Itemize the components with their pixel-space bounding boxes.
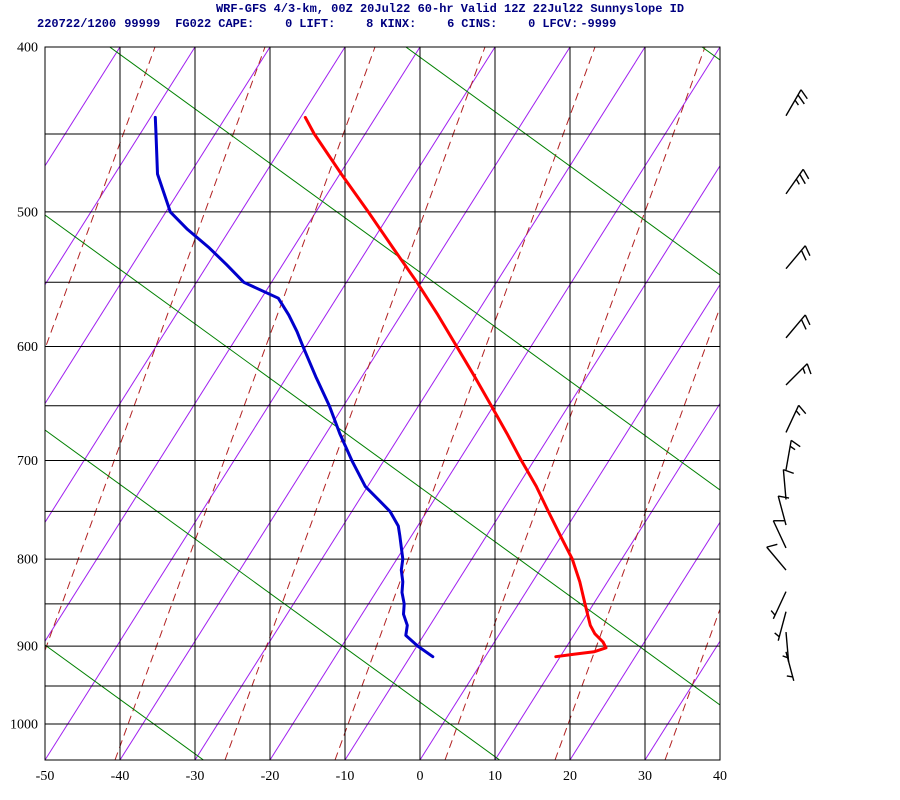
index-label-lfcv: LFCV: (542, 17, 579, 31)
index-value-cape: 0 (285, 17, 293, 31)
index-label-lift: LIFT: (299, 17, 336, 31)
pressure-tick-label: 500 (17, 205, 38, 220)
temperature-tick-label: 10 (488, 769, 502, 784)
dry-adiabat-lines (45, 47, 720, 760)
station-datetime: 220722/1200 (37, 17, 117, 31)
temperature-tick-label: -20 (261, 769, 280, 784)
axis-tick-labels: 400 500 600 700 800 900 1000 -50 -40 -30 -20 -10 0 10… (10, 41, 727, 785)
temperature-tick-label: -10 (336, 769, 355, 784)
pressure-tick-label: 600 (17, 340, 38, 355)
temperature-curve (303, 115, 608, 659)
pressure-tick-label: 900 (17, 640, 38, 655)
temperature-tick-label: -30 (186, 769, 205, 784)
temperature-tick-label: 30 (638, 769, 652, 784)
temperature-tick-label: 20 (563, 769, 577, 784)
station-number: 99999 (124, 17, 161, 31)
temperature-tick-label: -50 (36, 769, 55, 784)
chart-title: WRF-GFS 4/3-km, 00Z 20Jul22 60-hr Valid … (215, 2, 685, 16)
index-label-kinx: KINX: (380, 17, 417, 31)
temperature-tick-label: 40 (713, 769, 727, 784)
temperature-tick-label: 0 (417, 769, 424, 784)
pressure-tick-label: 700 (17, 454, 38, 469)
index-value-lift: 8 (366, 17, 374, 31)
index-label-cins: CINS: (461, 17, 498, 31)
station-id: FG022 (175, 17, 212, 31)
index-value-kinx: 6 (447, 17, 455, 31)
station-info-line: 220722/1200 99999 FG022 CAPE: 0 LIFT: 8 KINX: 6 C… (37, 17, 616, 31)
pressure-tick-label: 800 (17, 553, 38, 568)
pressure-tick-label: 1000 (10, 717, 38, 732)
mixing-ratio-lines (45, 47, 720, 760)
pressure-tick-label: 400 (17, 41, 38, 56)
dewpoint-curve (153, 115, 435, 659)
grid-lines (44, 46, 721, 761)
index-value-lfcv: -9999 (580, 17, 617, 31)
temperature-tick-label: -40 (111, 769, 130, 784)
index-value-cins: 0 (528, 17, 536, 31)
wind-barbs (766, 89, 812, 681)
index-label-cape: CAPE: (218, 17, 255, 31)
